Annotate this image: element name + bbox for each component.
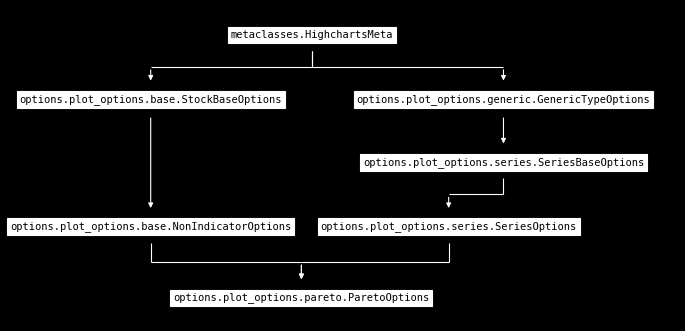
Text: options.plot_options.base.NonIndicatorOptions: options.plot_options.base.NonIndicatorOp…	[10, 221, 291, 232]
Text: options.plot_options.pareto.ParetoOptions: options.plot_options.pareto.ParetoOption…	[173, 293, 429, 303]
Text: options.plot_options.base.StockBaseOptions: options.plot_options.base.StockBaseOptio…	[19, 94, 282, 105]
Text: options.plot_options.generic.GenericTypeOptions: options.plot_options.generic.GenericType…	[357, 94, 650, 105]
Text: options.plot_options.series.SeriesBaseOptions: options.plot_options.series.SeriesBaseOp…	[363, 157, 644, 167]
Text: metaclasses.HighchartsMeta: metaclasses.HighchartsMeta	[230, 30, 393, 40]
Text: options.plot_options.series.SeriesOptions: options.plot_options.series.SeriesOption…	[321, 221, 577, 232]
